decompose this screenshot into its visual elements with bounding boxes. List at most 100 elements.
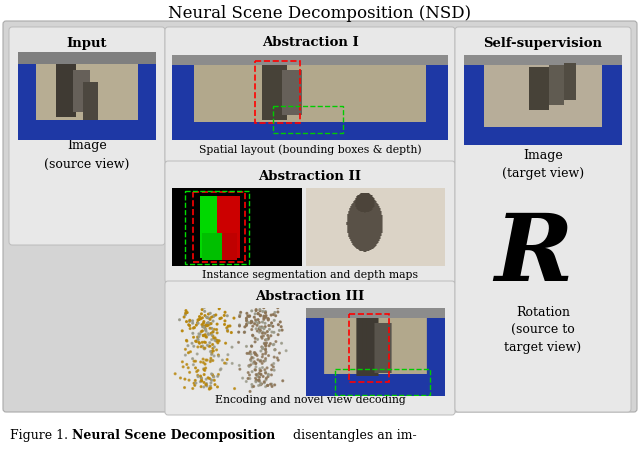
Point xyxy=(194,316,204,323)
Text: Input: Input xyxy=(67,37,108,49)
Point xyxy=(220,317,230,324)
Point xyxy=(239,329,250,336)
Point xyxy=(271,312,281,319)
Point xyxy=(246,318,257,325)
Point xyxy=(258,329,268,336)
Point xyxy=(259,313,269,320)
Point xyxy=(267,329,277,336)
Point xyxy=(200,308,210,315)
Point xyxy=(180,345,191,353)
Point xyxy=(264,342,274,350)
Point xyxy=(245,348,255,356)
Point xyxy=(262,382,273,389)
Point xyxy=(222,356,232,363)
Point xyxy=(205,356,216,364)
Point xyxy=(207,370,217,377)
Point xyxy=(260,340,271,348)
Point xyxy=(255,327,266,334)
Point xyxy=(259,325,269,332)
Point xyxy=(244,363,254,370)
Point xyxy=(266,371,276,378)
Point xyxy=(281,347,291,354)
Point xyxy=(196,374,206,382)
Point xyxy=(177,358,188,366)
Point xyxy=(251,363,261,371)
Point xyxy=(268,311,278,318)
Point xyxy=(260,346,271,353)
Point xyxy=(208,328,218,335)
Point xyxy=(196,310,207,318)
Point xyxy=(243,313,253,320)
Point xyxy=(211,394,221,402)
Point xyxy=(211,338,221,345)
Point xyxy=(236,308,246,316)
Point xyxy=(244,362,254,369)
Point xyxy=(207,351,217,358)
Point xyxy=(193,367,203,374)
Point xyxy=(207,377,217,384)
Point xyxy=(266,332,276,340)
Point xyxy=(276,340,287,347)
Point xyxy=(258,351,268,358)
Point xyxy=(217,356,227,364)
Point xyxy=(181,337,191,344)
Point xyxy=(257,344,268,351)
Point xyxy=(246,319,256,326)
Point xyxy=(247,381,257,388)
Point xyxy=(199,379,209,386)
Point xyxy=(263,371,273,378)
Point xyxy=(234,321,244,329)
Point xyxy=(260,323,270,330)
Point xyxy=(209,299,219,307)
Point xyxy=(225,322,235,329)
Point xyxy=(255,357,265,365)
Point xyxy=(197,321,207,328)
Point xyxy=(267,380,277,388)
Point xyxy=(269,381,280,388)
Bar xyxy=(255,60,300,122)
Point xyxy=(211,326,221,333)
Point xyxy=(234,339,244,346)
Point xyxy=(199,318,209,325)
Point xyxy=(205,339,215,346)
Point xyxy=(240,323,250,330)
Text: Abstraction III: Abstraction III xyxy=(255,291,365,303)
Point xyxy=(193,343,203,351)
Point xyxy=(260,342,271,350)
Text: Image
(target view): Image (target view) xyxy=(502,149,584,181)
Point xyxy=(244,375,255,382)
Point xyxy=(197,394,207,402)
Point xyxy=(268,323,278,330)
Point xyxy=(202,383,212,390)
Point xyxy=(184,369,195,376)
Point xyxy=(206,379,216,387)
Point xyxy=(191,368,202,375)
Point xyxy=(209,312,220,319)
Point xyxy=(252,336,262,343)
Point xyxy=(268,363,278,371)
Point xyxy=(198,394,209,401)
Point xyxy=(271,338,281,345)
Point xyxy=(250,349,260,356)
Point xyxy=(191,338,202,345)
Point xyxy=(196,377,207,384)
Point xyxy=(234,362,244,369)
Point xyxy=(266,381,276,388)
Point xyxy=(203,374,213,382)
Point xyxy=(189,357,199,365)
Point xyxy=(209,352,219,360)
Point xyxy=(258,345,268,352)
Point xyxy=(211,311,221,319)
Point xyxy=(239,329,250,336)
Point xyxy=(250,360,260,367)
Point xyxy=(260,308,271,315)
Point xyxy=(230,385,240,392)
Point xyxy=(253,371,263,378)
Point xyxy=(184,318,195,325)
Point xyxy=(194,333,204,340)
Point xyxy=(250,375,260,382)
Text: Abstraction I: Abstraction I xyxy=(262,37,358,49)
Point xyxy=(185,317,195,324)
Point xyxy=(205,358,216,365)
Bar xyxy=(349,314,388,382)
